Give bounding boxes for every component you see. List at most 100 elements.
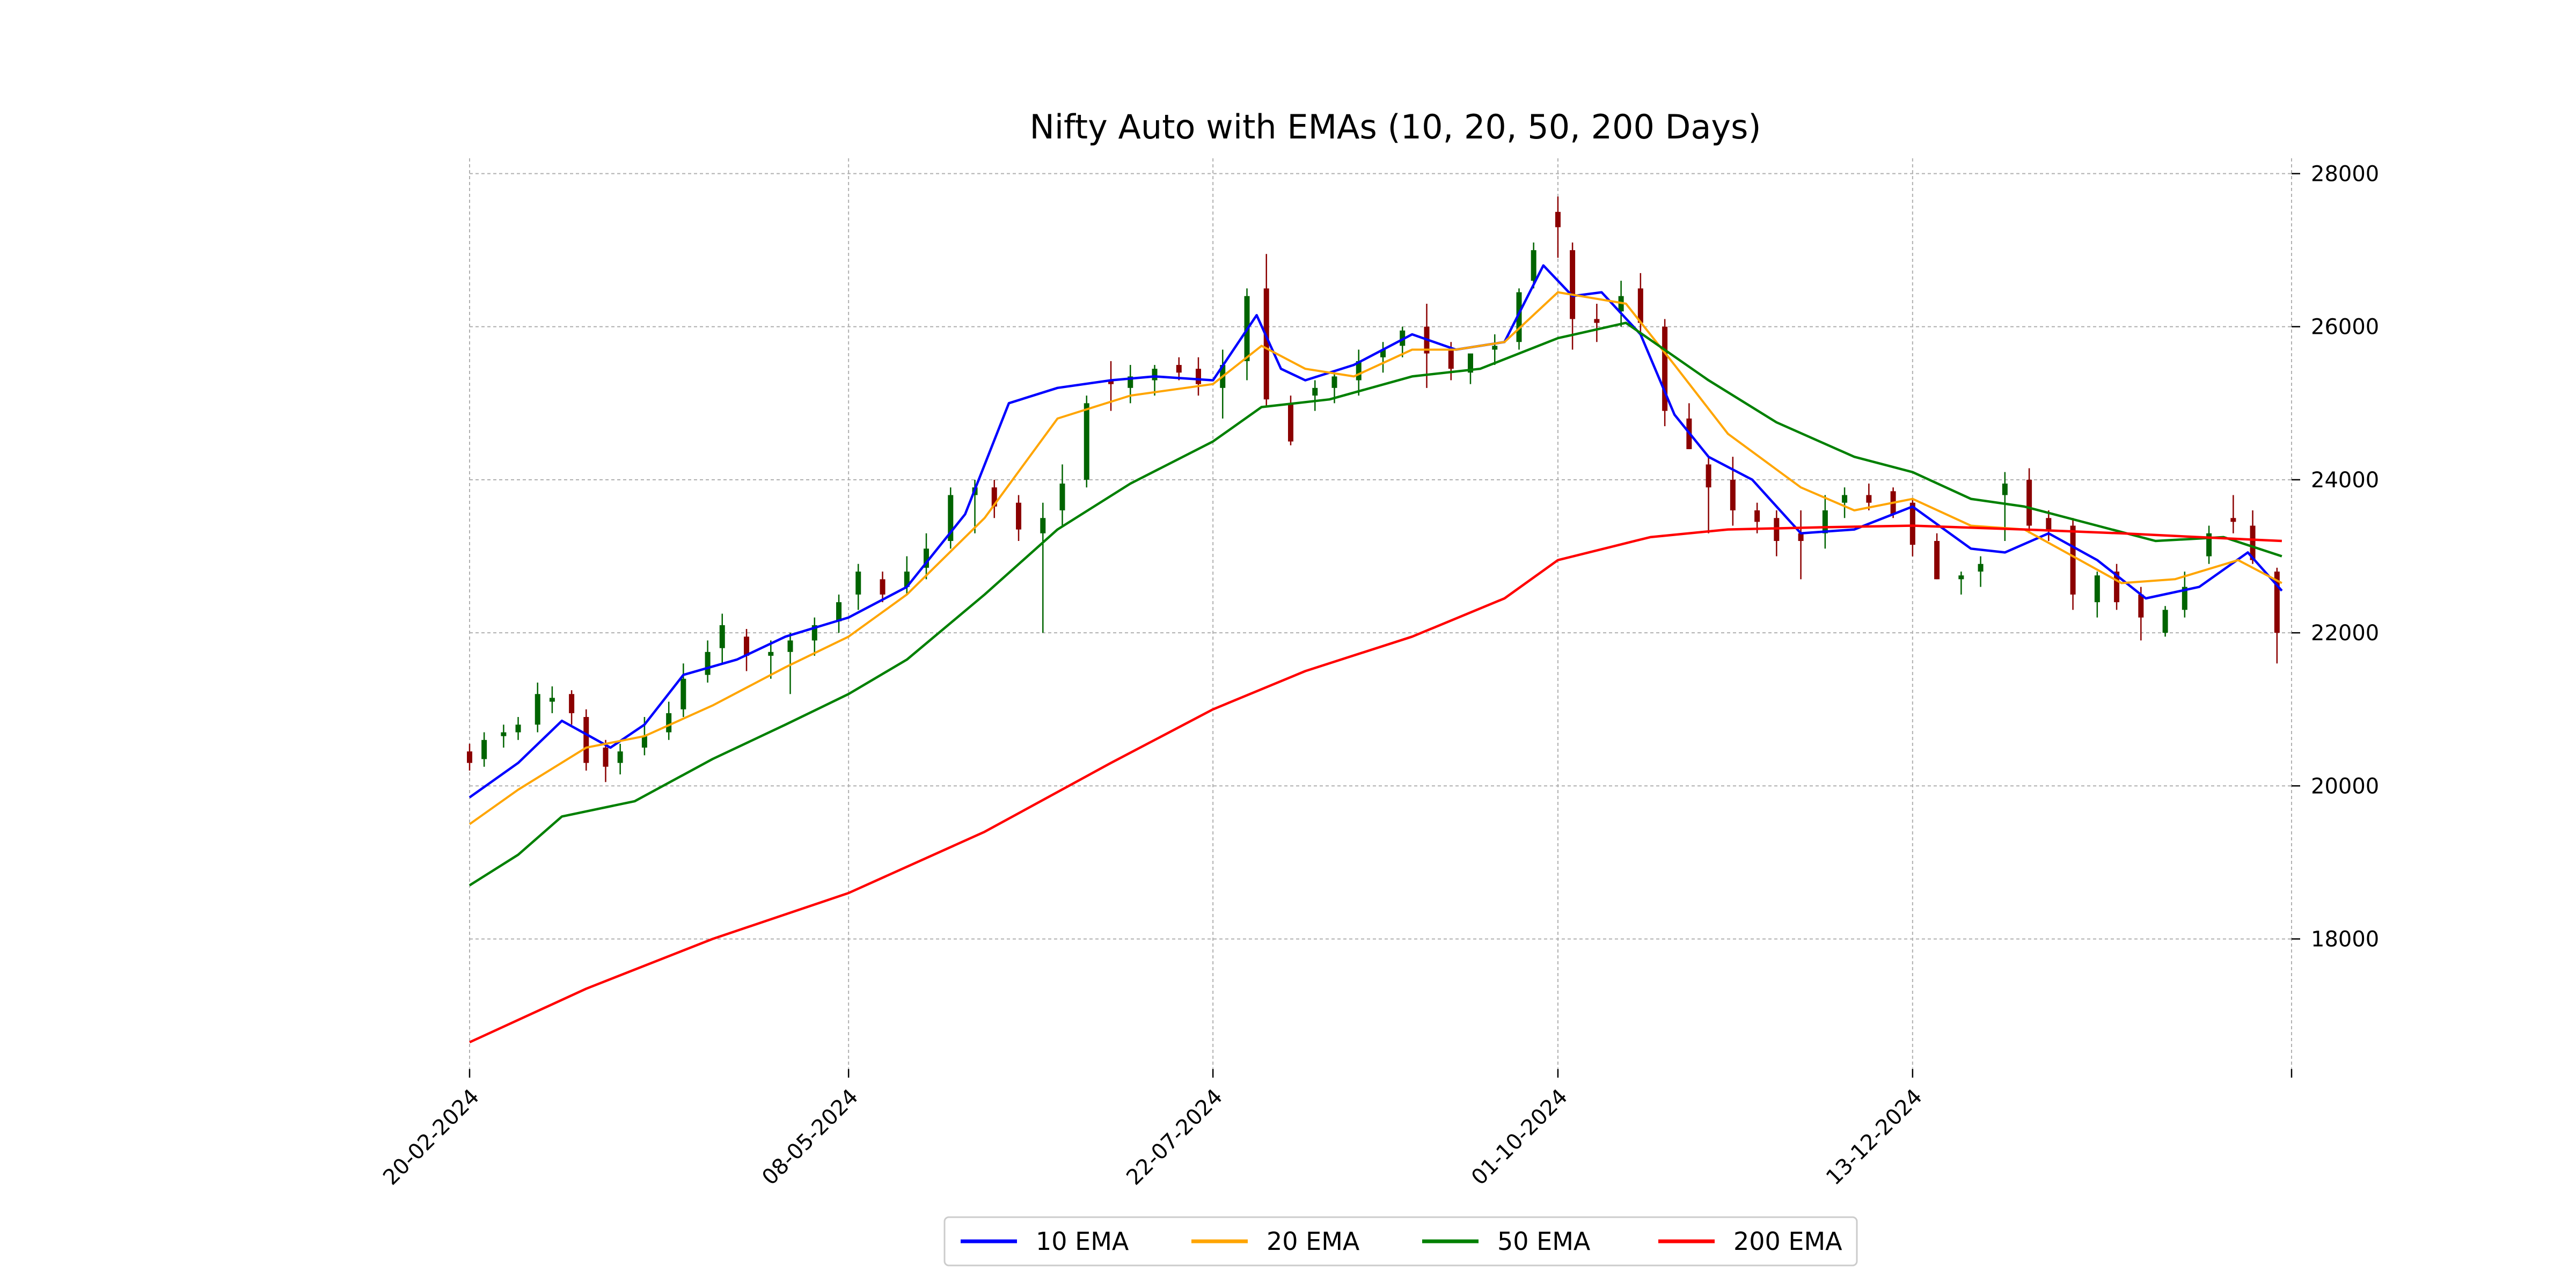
x-tick-label: 22-07-2024 [1122, 1085, 1227, 1190]
candle-body [1730, 479, 1736, 510]
candle-body [2182, 587, 2187, 610]
x-tick-label: 13-12-2024 [1821, 1085, 1927, 1190]
candle-body [680, 678, 686, 709]
x-axis: 20-02-2024 08-05-2024 22-07-2024 01-10-2024… [378, 1069, 2293, 1190]
candle-body [1822, 510, 1828, 533]
candle-body [2274, 572, 2280, 633]
y-tick-label: 24000 [2311, 468, 2379, 493]
candle-body [1492, 346, 1498, 350]
candle-body [855, 572, 861, 595]
candle-body [481, 740, 487, 759]
candle-body [569, 694, 575, 713]
candle-body [1866, 495, 1872, 503]
candle-body [1176, 365, 1182, 373]
candle-body [2070, 525, 2076, 595]
y-tick-label: 20000 [2311, 774, 2379, 799]
candle-body [1570, 250, 1576, 319]
candle-body [1152, 369, 1158, 380]
candle-body [2230, 518, 2236, 522]
ema-line-50-day [469, 321, 2282, 887]
candle-body [2206, 533, 2212, 557]
candlesticks [467, 196, 2280, 782]
legend-frame [943, 1216, 1858, 1267]
candle-body [836, 602, 842, 621]
candle-body [880, 579, 885, 595]
candle-body [1842, 495, 1848, 503]
y-tick-label: 28000 [2311, 162, 2379, 187]
legend: 10 EMA 20 EMA 50 EMA 200 EMA [943, 1216, 1858, 1267]
ema-lines [469, 264, 2283, 1044]
candle-body [1958, 575, 1964, 580]
candle-body [2138, 594, 2144, 618]
candle-body [1798, 533, 1804, 541]
candle-body [1108, 380, 1114, 384]
candle-body [2162, 610, 2168, 633]
candle-body [617, 751, 623, 763]
candle-body [1637, 288, 1643, 323]
candle-body [583, 717, 589, 763]
legend-label: 20 EMA [1267, 1227, 1360, 1256]
y-tick-label: 26000 [2311, 315, 2379, 340]
candle-body [1555, 211, 1561, 228]
candle-body [1288, 403, 1294, 442]
y-axis: 18000 20000 22000 24000 26000 28000 [2292, 162, 2379, 952]
chart-title: Nifty Auto with EMAs (10, 20, 50, 200 Da… [1029, 107, 1761, 147]
candle-body [1128, 376, 1133, 388]
candle-body [535, 694, 540, 725]
candle-body [549, 698, 555, 702]
candle-body [991, 487, 997, 507]
candle-body [1331, 376, 1337, 388]
candle-body [705, 652, 711, 675]
y-tick-label: 22000 [2311, 621, 2379, 646]
ema-line-10-day [469, 264, 2283, 799]
candle-body [1594, 319, 1600, 323]
candle-body [2002, 484, 2008, 495]
candle-body [1040, 518, 1046, 533]
legend-label: 200 EMA [1733, 1227, 1842, 1256]
candle-body [1380, 349, 1386, 357]
candle-body [603, 748, 609, 767]
ema-line-200-day [469, 524, 2282, 1044]
x-tick-label: 01-10-2024 [1467, 1085, 1572, 1190]
candle-body [2094, 575, 2100, 603]
x-tick-label: 08-05-2024 [757, 1085, 863, 1190]
candle-body [1016, 502, 1022, 530]
candle-body [666, 713, 672, 733]
grid-lines [469, 158, 2292, 1069]
candle-body [1516, 292, 1522, 342]
candle-body [1263, 288, 1269, 400]
candle-body [1754, 510, 1760, 522]
candle-body [1084, 403, 1089, 480]
candle-body [924, 548, 930, 568]
candle-body [1978, 564, 1984, 572]
candle-body [2026, 479, 2032, 526]
candle-body [1934, 541, 1940, 580]
candle-body [641, 736, 647, 748]
legend-label: 50 EMA [1497, 1227, 1591, 1256]
x-tick-label: 20-02-2024 [378, 1085, 484, 1190]
candle-body [948, 495, 954, 541]
candle-body [1448, 349, 1454, 369]
candle-body [1059, 484, 1065, 510]
legend-label: 10 EMA [1036, 1227, 1129, 1256]
candle-body [1356, 361, 1362, 380]
y-tick-label: 18000 [2311, 927, 2379, 952]
candle-body [1312, 387, 1318, 396]
candle-body [2114, 572, 2120, 603]
candle-body [1662, 326, 1668, 411]
candle-body [904, 572, 910, 587]
candle-body [2046, 518, 2052, 530]
candle-body [719, 625, 725, 648]
candle-body [1909, 502, 1915, 545]
candle-body [1196, 369, 1201, 384]
candle-body [787, 640, 793, 652]
candle-body [515, 724, 521, 733]
candle-body [501, 732, 507, 736]
candle-body [1706, 464, 1711, 488]
candle-body [1531, 250, 1536, 281]
candle-body [744, 636, 750, 656]
candle-body [768, 652, 774, 656]
candle-body [811, 625, 817, 641]
candle-body [1467, 353, 1473, 373]
